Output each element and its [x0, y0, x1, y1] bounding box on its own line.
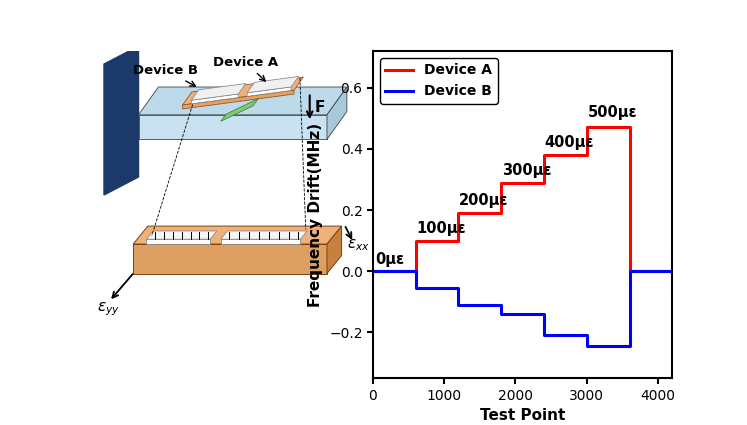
Device A [454, 238, 463, 243]
Polygon shape [327, 87, 347, 139]
Device B [668, 269, 677, 274]
Device B [625, 269, 634, 274]
Device A [539, 153, 548, 158]
Device B [625, 343, 634, 348]
Device A [497, 180, 506, 185]
Device B [625, 269, 634, 274]
Device A [412, 269, 421, 274]
Text: Device B: Device B [133, 64, 198, 86]
Device A [497, 210, 506, 215]
Device B [583, 343, 592, 348]
Device A [454, 210, 463, 215]
Device B [454, 302, 463, 307]
Polygon shape [182, 90, 294, 109]
Text: 400με: 400με [545, 135, 594, 150]
Line: Device A: Device A [373, 128, 672, 271]
Device B [412, 286, 421, 291]
Text: 300με: 300με [502, 163, 551, 178]
Device A [368, 269, 377, 274]
Polygon shape [146, 231, 217, 239]
Device B [497, 312, 506, 317]
Device B [583, 343, 592, 348]
Device B [454, 286, 463, 291]
Text: 0με: 0με [375, 252, 404, 266]
Polygon shape [191, 83, 246, 100]
Polygon shape [138, 115, 327, 139]
Polygon shape [133, 226, 341, 244]
Device A [625, 269, 634, 274]
Device A [625, 125, 634, 130]
Device A [583, 125, 592, 130]
Polygon shape [138, 87, 347, 115]
Device B [412, 286, 421, 291]
Device A [454, 210, 463, 215]
Polygon shape [327, 226, 341, 274]
Device B [454, 302, 463, 307]
Device B [539, 312, 548, 317]
Text: $\varepsilon_{xx}$: $\varepsilon_{xx}$ [347, 237, 370, 253]
Polygon shape [133, 244, 327, 274]
Text: F: F [314, 100, 325, 115]
Device B [412, 269, 421, 274]
Polygon shape [220, 99, 258, 122]
Device B [497, 302, 506, 307]
Device A [625, 269, 634, 274]
Polygon shape [221, 239, 300, 244]
X-axis label: Test Point: Test Point [480, 408, 565, 423]
Device B [583, 333, 592, 338]
Text: 500με: 500με [587, 105, 637, 120]
Device A [539, 180, 548, 185]
Polygon shape [146, 239, 210, 244]
Device A [539, 153, 548, 158]
Polygon shape [191, 94, 238, 104]
Device A [497, 180, 506, 185]
Text: Device A: Device A [213, 56, 278, 81]
Polygon shape [221, 231, 307, 239]
Device B [539, 333, 548, 338]
Device A [583, 125, 592, 130]
Text: $\varepsilon_{yy}$: $\varepsilon_{yy}$ [97, 300, 120, 318]
Device A [668, 269, 677, 274]
Device A [583, 153, 592, 158]
Polygon shape [104, 46, 138, 195]
Device A [412, 238, 421, 243]
Polygon shape [182, 77, 303, 105]
Text: 100με: 100με [416, 221, 466, 236]
Device B [497, 312, 506, 317]
Line: Device B: Device B [373, 271, 672, 346]
Legend: Device A, Device B: Device A, Device B [380, 58, 498, 104]
Text: 200με: 200με [459, 193, 509, 208]
Polygon shape [247, 87, 291, 96]
Polygon shape [247, 76, 299, 93]
Device B [539, 333, 548, 338]
Y-axis label: Frequency Drift(MHz): Frequency Drift(MHz) [309, 122, 323, 307]
Device A [412, 238, 421, 243]
Device B [368, 269, 377, 274]
